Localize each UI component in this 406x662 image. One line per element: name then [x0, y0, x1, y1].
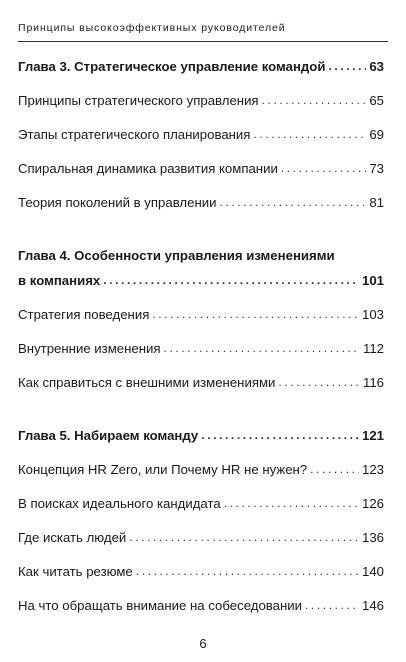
- toc-chapter-4[interactable]: в компаниях ............................…: [18, 272, 384, 289]
- page-number: 6: [199, 636, 207, 651]
- toc-leader-dots: ........................................…: [278, 375, 360, 389]
- toc-page-number: 123: [361, 462, 384, 477]
- toc-section-title: На что обращать внимание на собеседовани…: [18, 598, 302, 613]
- toc-page-number: 126: [361, 496, 384, 511]
- toc-section-title: Концепция HR Zero, или Почему HR не нуже…: [18, 462, 308, 477]
- toc-section-title: Спиральная динамика развития компании: [18, 161, 278, 176]
- toc-leader-dots: ........................................…: [152, 307, 359, 321]
- toc-leader-dots: ........................................…: [304, 598, 359, 612]
- toc-section-title: Как читать резюме: [18, 564, 133, 579]
- toc-page-number: 140: [361, 564, 384, 579]
- toc-page-number: 81: [369, 195, 384, 210]
- toc-page-number: 112: [362, 341, 384, 356]
- toc-leader-dots: ........................................…: [261, 93, 367, 107]
- toc-leader-dots: ........................................…: [328, 59, 366, 73]
- toc-section-title: Где искать людей: [18, 530, 127, 545]
- toc-page-number: 63: [369, 59, 384, 74]
- toc-leader-dots: ........................................…: [310, 462, 359, 476]
- toc-section[interactable]: Этапы стратегического планирования .....…: [18, 126, 384, 143]
- toc-chapter-4-title-line1[interactable]: Глава 4. Особенности управления изменени…: [18, 248, 335, 263]
- toc-section[interactable]: Как справиться с внешними изменениями ..…: [18, 374, 384, 391]
- toc-page-number: 116: [362, 375, 384, 390]
- toc-section[interactable]: На что обращать внимание на собеседовани…: [18, 597, 384, 614]
- toc-page-number: 69: [369, 127, 384, 142]
- toc-leader-dots: ........................................…: [219, 195, 367, 209]
- toc-section[interactable]: Внутренние изменения ...................…: [18, 340, 384, 357]
- toc-leader-dots: ........................................…: [135, 564, 359, 578]
- toc-section-title: Внутренние изменения: [18, 341, 161, 356]
- toc-leader-dots: ........................................…: [223, 496, 359, 510]
- toc-section[interactable]: Принципы стратегического управления ....…: [18, 92, 384, 109]
- toc-section-title: В поисках идеального кандидата: [18, 496, 221, 511]
- toc-page-number: 103: [361, 307, 384, 322]
- toc-section-title: Стратегия поведения: [18, 307, 150, 322]
- toc-chapter-title: Глава 5. Набираем команду: [18, 428, 199, 443]
- toc-section-title: Принципы стратегического управления: [18, 93, 259, 108]
- toc-chapter-title: в компаниях: [18, 273, 101, 288]
- toc-leader-dots: ........................................…: [253, 127, 367, 141]
- running-header: Принципы высокоэффективных руководителей: [18, 22, 286, 34]
- toc-section-title: Как справиться с внешними изменениями: [18, 375, 276, 390]
- toc-leader-dots: ........................................…: [163, 341, 360, 355]
- toc-section[interactable]: Спиральная динамика развития компании ..…: [18, 160, 384, 177]
- toc-page-number: 65: [369, 93, 384, 108]
- toc-section[interactable]: Концепция HR Zero, или Почему HR не нуже…: [18, 461, 384, 478]
- toc-page-number: 121: [361, 428, 384, 443]
- toc-section-title: Этапы стратегического планирования: [18, 127, 251, 142]
- header-rule: [18, 41, 388, 42]
- toc-page-number: 136: [361, 530, 384, 545]
- toc-section[interactable]: Стратегия поведения ....................…: [18, 306, 384, 323]
- table-of-contents: Глава 3. Стратегическое управление коман…: [18, 58, 384, 614]
- toc-section-title: Теория поколений в управлении: [18, 195, 217, 210]
- toc-page-number: 146: [361, 598, 384, 613]
- toc-page-number: 73: [369, 161, 384, 176]
- toc-page-number: 101: [361, 273, 384, 288]
- toc-section[interactable]: Как читать резюме ......................…: [18, 563, 384, 580]
- toc-leader-dots: ........................................…: [129, 530, 359, 544]
- toc-chapter-3[interactable]: Глава 3. Стратегическое управление коман…: [18, 58, 384, 75]
- toc-section[interactable]: Где искать людей .......................…: [18, 529, 384, 546]
- toc-leader-dots: ........................................…: [201, 428, 359, 442]
- toc-leader-dots: ........................................…: [280, 161, 367, 175]
- toc-chapter-5[interactable]: Глава 5. Набираем команду ..............…: [18, 427, 384, 444]
- toc-chapter-title: Глава 3. Стратегическое управление коман…: [18, 59, 326, 74]
- toc-section[interactable]: В поисках идеального кандидата .........…: [18, 495, 384, 512]
- toc-leader-dots: ........................................…: [103, 273, 359, 287]
- toc-section[interactable]: Теория поколений в управлении ..........…: [18, 194, 384, 211]
